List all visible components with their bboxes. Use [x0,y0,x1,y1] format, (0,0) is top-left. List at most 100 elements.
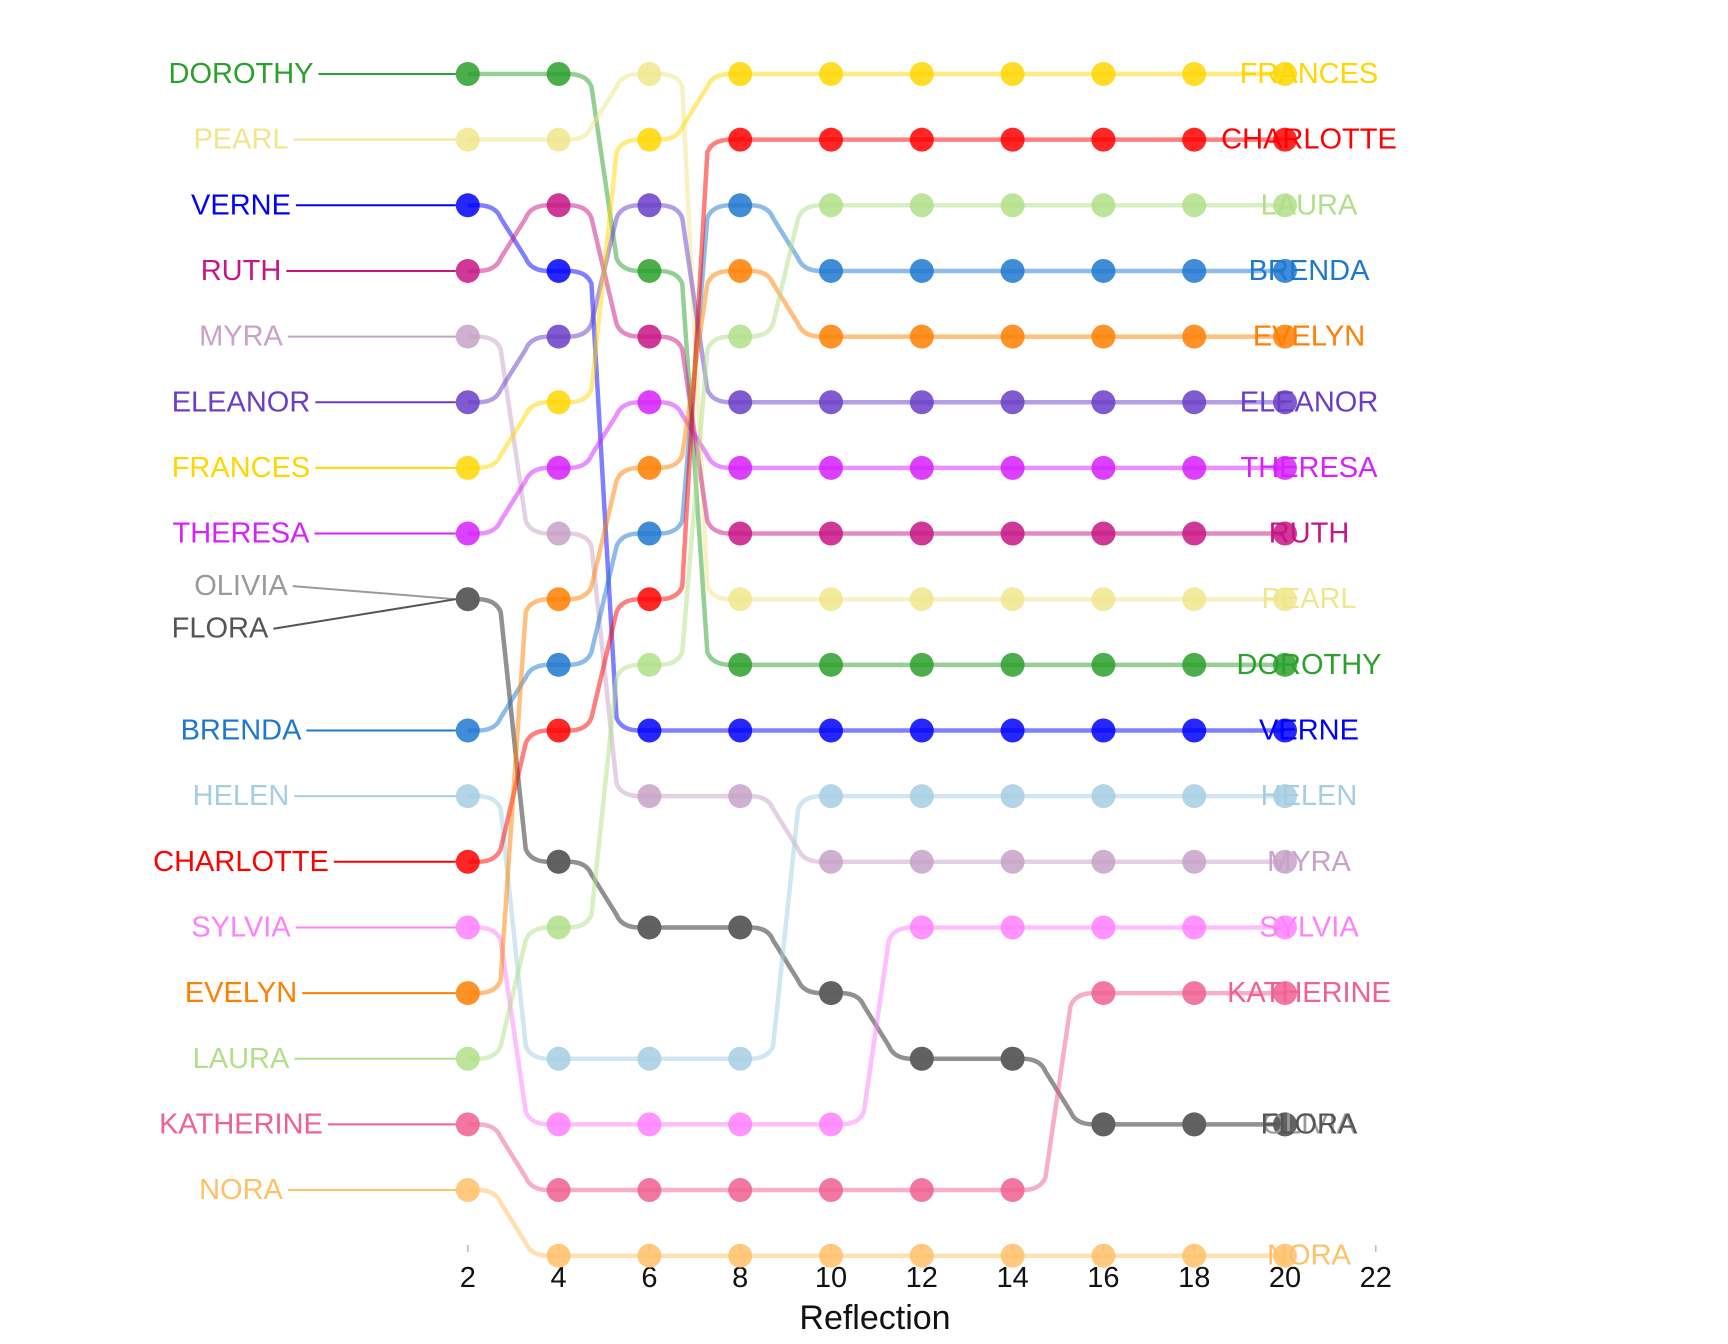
point-theresa-16 [1091,455,1116,480]
point-pearl-6 [637,62,662,86]
right-label-theresa: THERESA [1241,452,1379,484]
point-brenda-2 [455,718,480,743]
point-katherine-20 [1273,981,1297,1006]
right-label-frances: FRANCES [1240,58,1379,90]
right-label-nora: NORA [1267,1240,1351,1272]
point-eleanor-4 [546,324,571,349]
point-eleanor-20 [1273,390,1297,415]
left-label-charlotte: CHARLOTTE [153,846,329,878]
line-theresa [467,400,1285,536]
point-dorothy-14 [1000,652,1025,677]
point-katherine-6 [637,1178,662,1203]
point-theresa-2 [455,521,480,546]
point-frances-4 [546,390,571,415]
point-eleanor-6 [637,193,662,218]
point-nora-14 [1000,1243,1025,1268]
point-nora-6 [637,1243,662,1268]
point-sylvia-14 [1000,915,1025,940]
series-points [455,62,1297,1268]
point-brenda-6 [637,521,662,546]
right-label-olivia: OLIVIA [1262,1108,1356,1140]
left-label-evelyn: EVELYN [185,977,297,1009]
point-evelyn-4 [546,587,571,612]
point-evelyn-18 [1182,324,1207,349]
point-brenda-16 [1091,258,1116,283]
point-flora-16 [1091,1112,1116,1137]
point-theresa-18 [1182,455,1207,480]
label-connectors [273,73,456,1192]
line-brenda [467,203,1285,733]
point-sylvia-18 [1182,915,1207,940]
point-theresa-8 [728,455,753,480]
point-myra-14 [1000,849,1025,874]
point-sylvia-10 [819,1112,843,1137]
right-label-sylvia: SYLVIA [1259,911,1359,943]
point-frances-12 [909,62,934,86]
right-labels: FRANCES CHARLOTTE LAURA BRENDA EVELYN ELEANOR… [1221,58,1397,1272]
point-laura-20 [1273,193,1297,218]
point-dorothy-6 [637,258,662,283]
point-charlotte-10 [819,127,843,152]
point-evelyn-8 [728,258,753,283]
point-pearl-10 [819,587,843,612]
point-eleanor-14 [1000,390,1025,415]
line-katherine [467,990,1285,1193]
point-pearl-12 [909,587,934,612]
line-evelyn [467,268,1285,996]
point-charlotte-6 [637,587,662,612]
right-label-verne: VERNE [1259,715,1359,747]
right-label-eleanor: ELEANOR [1240,386,1379,418]
point-ruth-8 [728,521,753,546]
point-eleanor-10 [819,390,843,415]
point-helen-8 [728,1046,753,1071]
line-pearl [467,71,1285,602]
point-brenda-8 [728,193,753,218]
point-sylvia-20 [1273,915,1297,940]
point-frances-16 [1091,62,1116,86]
point-verne-18 [1182,718,1207,743]
point-helen-2 [455,784,480,809]
point-pearl-14 [1000,587,1025,612]
point-dorothy-4 [546,62,571,86]
point-dorothy-2 [455,62,480,86]
point-theresa-14 [1000,455,1025,480]
right-label-charlotte: CHARLOTTE [1221,124,1397,156]
point-verne-6 [637,718,662,743]
point-eleanor-16 [1091,390,1116,415]
point-eleanor-12 [909,390,934,415]
right-label-helen: HELEN [1261,780,1358,812]
point-theresa-20 [1273,455,1297,480]
point-ruth-4 [546,193,571,218]
point-dorothy-18 [1182,652,1207,677]
left-connector-olivia [292,585,456,601]
x-tick-label-4: 4 [551,1262,567,1294]
point-dorothy-10 [819,652,843,677]
line-myra [467,334,1285,865]
point-verne-12 [909,718,934,743]
point-ruth-2 [455,258,480,283]
point-frances-14 [1000,62,1025,86]
point-myra-8 [728,784,753,809]
point-laura-14 [1000,193,1025,218]
point-pearl-20 [1273,587,1297,612]
x-axis-label: Reflection [799,1299,950,1337]
left-label-helen: HELEN [193,780,290,812]
point-charlotte-8 [728,127,753,152]
point-evelyn-16 [1091,324,1116,349]
point-dorothy-16 [1091,652,1116,677]
point-sylvia-2 [455,915,480,940]
point-helen-20 [1273,784,1297,809]
point-eleanor-2 [455,390,480,415]
point-ruth-10 [819,521,843,546]
point-ruth-18 [1182,521,1207,546]
point-theresa-10 [819,455,843,480]
point-flora-2 [455,587,480,612]
point-myra-10 [819,849,843,874]
point-frances-8 [728,62,753,86]
point-charlotte-20 [1273,127,1297,152]
point-flora-8 [728,915,753,940]
point-flora-14 [1000,1046,1025,1071]
right-label-dorothy: DOROTHY [1237,649,1382,681]
point-charlotte-2 [455,849,480,874]
line-frances [467,71,1285,471]
